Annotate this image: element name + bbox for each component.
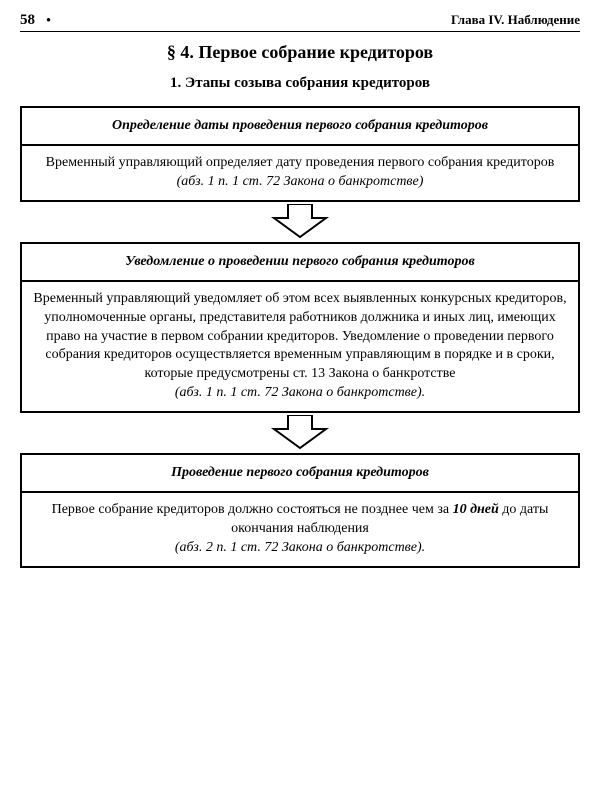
stage-block-1: Определение даты проведения первого собр…	[20, 106, 580, 202]
stage-title-1: Определение даты проведения первого собр…	[22, 108, 578, 146]
stage-text-3-pre: Первое собрание кредиторов должно состоя…	[52, 502, 453, 517]
page-header: 58 • Глава IV. Наблюдение	[20, 12, 580, 32]
header-bullet: •	[46, 12, 51, 27]
arrow-1	[20, 204, 580, 238]
stage-citation-1: (абз. 1 п. 1 ст. 72 Закона о банкротстве…	[177, 174, 424, 189]
subsection-title: 1. Этапы созыва собрания кредиторов	[20, 75, 580, 92]
stage-body-1: Временный управляющий определяет дату пр…	[22, 146, 578, 200]
stage-text-1: Временный управляющий определяет дату пр…	[46, 155, 555, 170]
stage-body-3: Первое собрание кредиторов должно состоя…	[22, 493, 578, 566]
stage-text-3-bold: 10 дней	[453, 502, 499, 517]
page-number-wrap: 58 •	[20, 12, 51, 29]
page-number: 58	[20, 12, 35, 28]
down-arrow-icon	[270, 204, 330, 238]
section-title: § 4. Первое собрание кредиторов	[20, 42, 580, 63]
stage-body-2: Временный управляющий уведомляет об этом…	[22, 282, 578, 411]
stage-title-3: Проведение первого собрания кредиторов	[22, 455, 578, 493]
stage-block-3: Проведение первого собрания кредиторов П…	[20, 453, 580, 568]
chapter-label: Глава IV. Наблюдение	[451, 12, 580, 28]
stage-block-2: Уведомление о проведении первого собрани…	[20, 242, 580, 413]
arrow-2	[20, 415, 580, 449]
down-arrow-icon	[270, 415, 330, 449]
stage-title-2: Уведомление о проведении первого собрани…	[22, 244, 578, 282]
stage-citation-2: (абз. 1 п. 1 ст. 72 Закона о банкротстве…	[175, 385, 425, 400]
stage-text-2: Временный управляющий уведомляет об этом…	[33, 291, 566, 382]
stage-citation-3: (абз. 2 п. 1 ст. 72 Закона о банкротстве…	[175, 540, 425, 555]
